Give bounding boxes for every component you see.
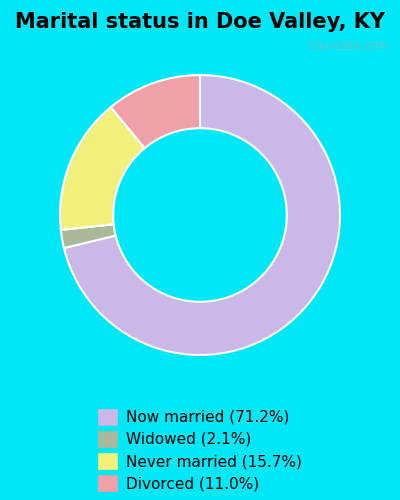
Text: Marital status in Doe Valley, KY: Marital status in Doe Valley, KY: [15, 12, 385, 32]
Legend: Now married (71.2%), Widowed (2.1%), Never married (15.7%), Divorced (11.0%): Now married (71.2%), Widowed (2.1%), Nev…: [98, 409, 302, 491]
Text: City-Data.com: City-Data.com: [308, 41, 388, 51]
Wedge shape: [64, 75, 340, 355]
Wedge shape: [111, 75, 200, 148]
Wedge shape: [60, 107, 145, 230]
Wedge shape: [61, 224, 116, 248]
